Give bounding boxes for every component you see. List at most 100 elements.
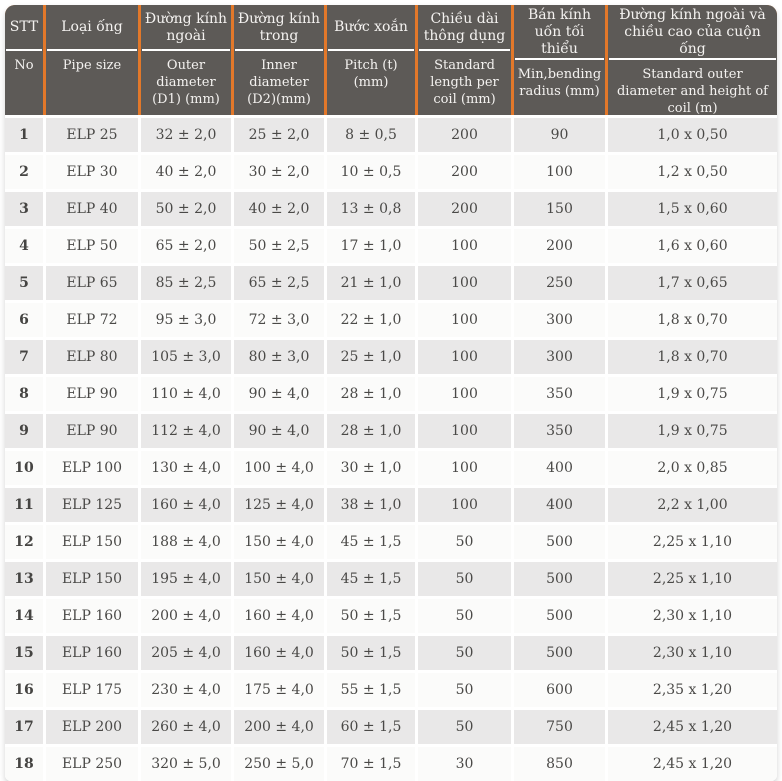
cell-row9-col3: 112 ± 4,0 (141, 414, 231, 448)
cell-row2-col8: 1,2 x 0,50 (608, 155, 777, 189)
cell-row8-col8: 1,9 x 0,75 (608, 377, 777, 411)
cell-row11-col6: 100 (418, 488, 511, 522)
cell-row1-col4: 25 ± 2,0 (234, 118, 324, 152)
header-cell-2: Loại ống Pipe size (46, 5, 138, 115)
header-divider-line (6, 49, 42, 51)
header-label-en: Standard length per coil (mm) (430, 58, 499, 107)
cell-row11-col2: ELP 125 (46, 488, 138, 522)
cell-row2-col6: 200 (418, 155, 511, 189)
header-cell-1: STT No (5, 5, 43, 115)
cell-row1-col7: 90 (514, 118, 605, 152)
cell-row4-col3: 65 ± 2,0 (141, 229, 231, 263)
cell-row12-col6: 50 (418, 525, 511, 559)
cell-row9-col2: ELP 90 (46, 414, 138, 448)
header-label-vn: Chiều dài thông dụng (423, 10, 506, 44)
header-divider-line (47, 49, 137, 51)
cell-row7-col6: 100 (418, 340, 511, 374)
cell-row15-col6: 50 (418, 636, 511, 670)
cell-row15-col4: 160 ± 4,0 (234, 636, 324, 670)
cell-row4-col2: ELP 50 (46, 229, 138, 263)
cell-row8-col4: 90 ± 4,0 (234, 377, 324, 411)
header-divider-line (515, 58, 604, 61)
cell-row1-col8: 1,0 x 0,50 (608, 118, 777, 152)
header-label-vn: Bán kính uốn tối thiểu (527, 7, 592, 58)
cell-row5-col6: 100 (418, 266, 511, 300)
cell-row8-col3: 110 ± 4,0 (141, 377, 231, 411)
cell-row5-col4: 65 ± 2,5 (234, 266, 324, 300)
cell-row3-col6: 200 (418, 192, 511, 226)
header-label-en: Outer diameter (D1) (mm) (152, 58, 220, 107)
cell-row16-col5: 55 ± 1,5 (327, 673, 415, 707)
cell-row13-col6: 50 (418, 562, 511, 596)
header-label-vn: STT (9, 19, 39, 36)
header-label-vn: Loại ống (61, 19, 123, 36)
cell-row17-col3: 260 ± 4,0 (141, 710, 231, 744)
cell-row18-col4: 250 ± 5,0 (234, 747, 324, 781)
cell-row7-col5: 25 ± 1,0 (327, 340, 415, 374)
cell-row14-col3: 200 ± 4,0 (141, 599, 231, 633)
pipe-spec-table: STT No Loại ống Pipe size Đường kính ngoài Ou… (5, 5, 777, 781)
cell-row11-col1: 11 (5, 488, 43, 522)
cell-row6-col4: 72 ± 3,0 (234, 303, 324, 337)
cell-row15-col1: 15 (5, 636, 43, 670)
cell-row5-col7: 250 (514, 266, 605, 300)
cell-row14-col8: 2,30 x 1,10 (608, 599, 777, 633)
cell-row2-col3: 40 ± 2,0 (141, 155, 231, 189)
cell-row4-col1: 4 (5, 229, 43, 263)
cell-row1-col5: 8 ± 0,5 (327, 118, 415, 152)
header-label-vn: Đường kính trong (237, 10, 321, 44)
cell-row10-col1: 10 (5, 451, 43, 485)
cell-row7-col7: 300 (514, 340, 605, 374)
cell-row11-col7: 400 (514, 488, 605, 522)
header-divider-line (142, 49, 230, 51)
cell-row18-col2: ELP 250 (46, 747, 138, 781)
header-divider-line (419, 49, 510, 51)
cell-row17-col5: 60 ± 1,5 (327, 710, 415, 744)
cell-row2-col5: 10 ± 0,5 (327, 155, 415, 189)
cell-row13-col5: 45 ± 1,5 (327, 562, 415, 596)
header-cell-7: Bán kính uốn tối thiểu Min,bending radius… (514, 5, 605, 115)
cell-row12-col7: 500 (514, 525, 605, 559)
cell-row11-col8: 2,2 x 1,00 (608, 488, 777, 522)
cell-row9-col7: 350 (514, 414, 605, 448)
cell-row13-col8: 2,25 x 1,10 (608, 562, 777, 596)
cell-row8-col5: 28 ± 1,0 (327, 377, 415, 411)
header-cell-6: Chiều dài thông dụng Standard length per … (418, 5, 511, 115)
cell-row7-col8: 1,8 x 0,70 (608, 340, 777, 374)
cell-row5-col1: 5 (5, 266, 43, 300)
cell-row6-col8: 1,8 x 0,70 (608, 303, 777, 337)
cell-row17-col2: ELP 200 (46, 710, 138, 744)
header-divider-line (609, 58, 776, 61)
header-divider-line (235, 49, 323, 51)
cell-row12-col2: ELP 150 (46, 525, 138, 559)
cell-row17-col6: 50 (418, 710, 511, 744)
cell-row18-col7: 850 (514, 747, 605, 781)
cell-row6-col3: 95 ± 3,0 (141, 303, 231, 337)
cell-row16-col2: ELP 175 (46, 673, 138, 707)
header-label-en: Pitch (t)(mm) (344, 58, 398, 90)
cell-row4-col6: 100 (418, 229, 511, 263)
header-label-en: Pipe size (62, 58, 122, 73)
cell-row9-col5: 28 ± 1,0 (327, 414, 415, 448)
cell-row15-col8: 2,30 x 1,10 (608, 636, 777, 670)
cell-row4-col5: 17 ± 1,0 (327, 229, 415, 263)
cell-row18-col3: 320 ± 5,0 (141, 747, 231, 781)
cell-row9-col8: 1,9 x 0,75 (608, 414, 777, 448)
cell-row3-col8: 1,5 x 0,60 (608, 192, 777, 226)
cell-row7-col4: 80 ± 3,0 (234, 340, 324, 374)
cell-row11-col5: 38 ± 1,0 (327, 488, 415, 522)
cell-row13-col7: 500 (514, 562, 605, 596)
cell-row3-col4: 40 ± 2,0 (234, 192, 324, 226)
cell-row12-col3: 188 ± 4,0 (141, 525, 231, 559)
cell-row2-col2: ELP 30 (46, 155, 138, 189)
table-body: 1 ELP 25 32 ± 2,0 25 ± 2,0 8 ± 0,5 200 90 1,0 x… (5, 115, 777, 781)
cell-row18-col1: 18 (5, 747, 43, 781)
cell-row8-col1: 8 (5, 377, 43, 411)
table-header: STT No Loại ống Pipe size Đường kính ngoài Ou… (5, 5, 777, 115)
cell-row12-col8: 2,25 x 1,10 (608, 525, 777, 559)
cell-row1-col3: 32 ± 2,0 (141, 118, 231, 152)
cell-row10-col4: 100 ± 4,0 (234, 451, 324, 485)
cell-row1-col2: ELP 25 (46, 118, 138, 152)
cell-row15-col5: 50 ± 1,5 (327, 636, 415, 670)
